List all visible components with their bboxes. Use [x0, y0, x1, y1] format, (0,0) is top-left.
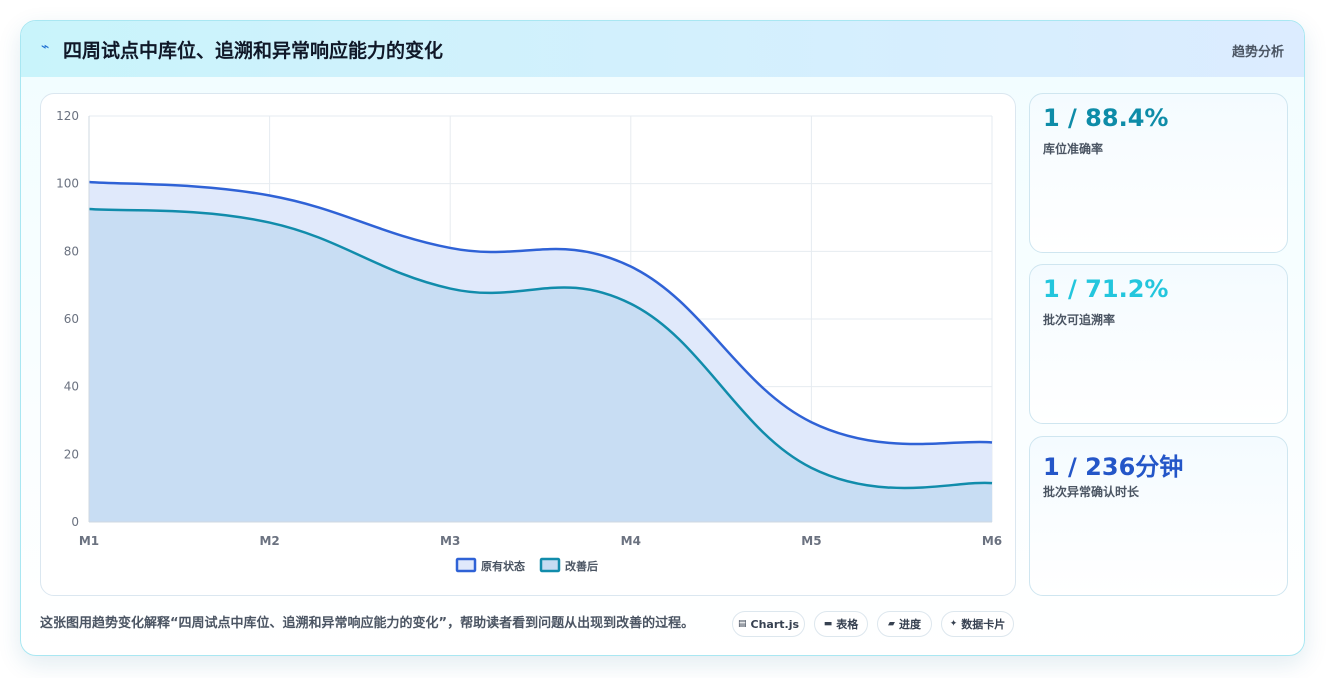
sparkle-icon: ✦ — [949, 619, 958, 629]
series-line-2 — [88, 207, 993, 490]
series-line-1 — [88, 180, 993, 446]
kpi-label: 批次可追溯率 — [1043, 313, 1116, 327]
kpi-card-traceability: 1 / 71.2% 批次可追溯率 — [1029, 264, 1288, 424]
y-tick-label: 120 — [56, 109, 79, 123]
kpi-value: 1 / 236分钟 — [1043, 453, 1184, 481]
sparkle-icon: ⌁ — [41, 39, 50, 55]
legend-label-1: 原有状态 — [481, 559, 525, 573]
chart-description: 这张图用趋势变化解释“四周试点中库位、追溯和异常响应能力的变化”，帮助读者看到问… — [40, 616, 695, 631]
kpi-label: 批次异常确认时长 — [1043, 485, 1140, 499]
chip-label: 数据卡片 — [961, 618, 1006, 631]
chip-label: Chart.js — [750, 617, 800, 631]
kpi-label: 库位准确率 — [1043, 142, 1104, 156]
card-title: 四周试点中库位、追溯和异常响应能力的变化 — [63, 40, 444, 62]
x-tick-label: M3 — [440, 534, 460, 548]
x-tick-label: M1 — [79, 534, 99, 548]
x-tick-label: M6 — [982, 534, 1002, 548]
chart-panel: 0 20 40 60 80 100 120 M1 M2 M3 M4 M5 M6 原有状态 改善后 — [40, 93, 1016, 596]
y-tick-label: 100 — [56, 177, 79, 191]
chip-progress[interactable]: ▰ 进度 — [877, 611, 932, 637]
x-tick-label: M2 — [259, 534, 279, 548]
y-tick-label: 80 — [64, 244, 79, 258]
table-icon: ▬ — [823, 619, 833, 629]
legend-swatch-1 — [455, 557, 477, 573]
progress-icon: ▰ — [888, 619, 895, 629]
chip-data-cards[interactable]: ✦ 数据卡片 — [941, 611, 1014, 637]
x-tick-label: M5 — [801, 534, 821, 548]
kpi-card-location-accuracy: 1 / 88.4% 库位准确率 — [1029, 93, 1288, 253]
chip-label: 表格 — [836, 618, 859, 631]
y-tick-label: 40 — [64, 380, 79, 394]
y-tick-label: 0 — [71, 515, 79, 529]
trend-analysis-tag: 趋势分析 — [1231, 45, 1284, 60]
y-tick-label: 60 — [64, 312, 79, 326]
kpi-value: 1 / 88.4% — [1043, 104, 1169, 132]
chip-chartjs[interactable]: ▤ Chart.js — [732, 611, 805, 637]
chip-table[interactable]: ▬ 表格 — [814, 611, 868, 637]
y-tick-label: 20 — [64, 447, 79, 461]
chart-icon: ▤ — [737, 619, 747, 629]
legend-label-2: 改善后 — [565, 559, 598, 573]
kpi-value: 1 / 71.2% — [1043, 275, 1169, 303]
area-chart: 0 20 40 60 80 100 120 M1 M2 M3 M4 M5 M6 原有状态 改善后 — [56, 109, 1002, 573]
chip-label: 进度 — [898, 618, 921, 631]
kpi-card-exception-time: 1 / 236分钟 批次异常确认时长 — [1029, 436, 1288, 596]
chart-card: ⌁ 四周试点中库位、追溯和异常响应能力的变化 趋势分析 0 20 40 60 80 100… — [20, 20, 1305, 656]
legend-swatch-2 — [539, 557, 561, 573]
card-header: ⌁ 四周试点中库位、追溯和异常响应能力的变化 趋势分析 — [21, 21, 1304, 77]
series-area-2 — [89, 209, 992, 522]
x-tick-label: M4 — [621, 534, 641, 548]
